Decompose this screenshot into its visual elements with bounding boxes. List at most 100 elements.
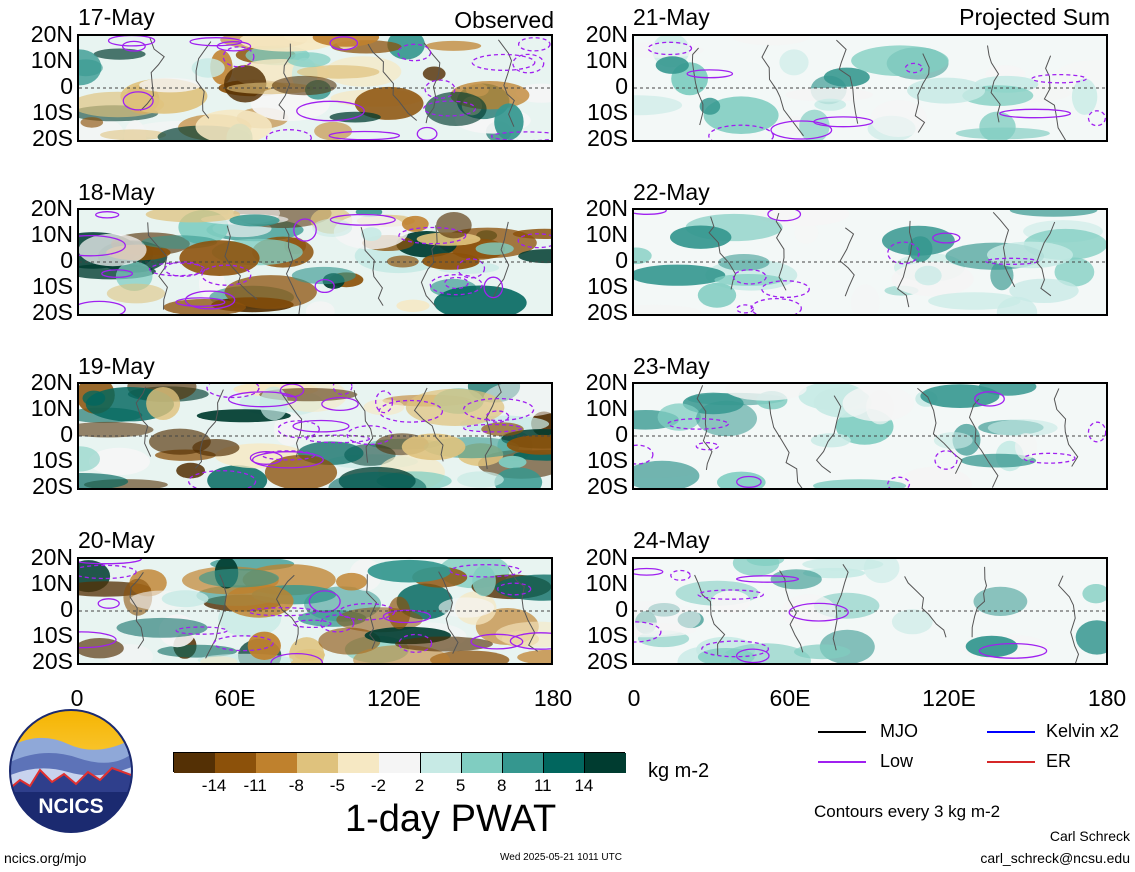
coastline bbox=[438, 571, 459, 654]
colorbar-tick-label: 14 bbox=[574, 776, 594, 795]
logo-text: NCICS bbox=[38, 795, 103, 818]
low-contour bbox=[490, 131, 551, 140]
low-contour bbox=[292, 419, 350, 433]
low-contour bbox=[201, 264, 252, 286]
lat-label-left-row4-1: 10N bbox=[30, 570, 73, 596]
pwat-anomaly-blob bbox=[336, 572, 367, 591]
coastline bbox=[224, 225, 258, 300]
coastline bbox=[815, 395, 842, 474]
pwat-anomaly-blob bbox=[200, 656, 238, 663]
pwat-anomaly-blob bbox=[494, 103, 524, 140]
coastline bbox=[413, 387, 444, 462]
lat-label-left-row3-1: 10N bbox=[30, 395, 73, 421]
low-contour bbox=[329, 36, 359, 51]
coastline bbox=[353, 390, 374, 463]
legend-label-mjo: MJO bbox=[880, 721, 918, 741]
coastline bbox=[992, 211, 1016, 288]
low-contour bbox=[305, 434, 371, 444]
pwat-anomaly-blob bbox=[422, 252, 480, 270]
lat-label-left-row2-2: 0 bbox=[60, 247, 73, 273]
pwat-anomaly-blob bbox=[779, 49, 809, 76]
pwat-anomaly-blob bbox=[746, 559, 785, 566]
pwat-anomaly-blob bbox=[785, 87, 874, 102]
pwat-anomaly-blob bbox=[814, 98, 847, 111]
coastline bbox=[839, 227, 855, 297]
lon-label-60e-left: 60E bbox=[214, 685, 256, 711]
lon-label-180-right: 180 bbox=[1087, 685, 1127, 711]
lat-label-left-row2-1: 10N bbox=[30, 221, 73, 247]
panel-date-observed-2: 18-May bbox=[78, 179, 155, 205]
pwat-anomaly-blob bbox=[328, 471, 427, 488]
pwat-anomaly-blob bbox=[79, 473, 129, 488]
pwat-anomaly-blob bbox=[634, 460, 700, 488]
pwat-anomaly-blob bbox=[79, 91, 165, 118]
low-contour bbox=[293, 218, 317, 242]
pwat-anomaly-blob bbox=[1082, 584, 1106, 604]
coastline bbox=[284, 226, 301, 314]
low-contour bbox=[378, 399, 444, 423]
low-contour bbox=[184, 290, 236, 310]
coastline bbox=[987, 45, 1001, 123]
map-field bbox=[79, 210, 551, 314]
pwat-anomaly-blob bbox=[247, 631, 281, 660]
lat-label-left-row2-3: 10S bbox=[32, 273, 73, 299]
pwat-anomaly-blob bbox=[318, 627, 381, 655]
lat-label-right-row1-2: 0 bbox=[615, 73, 628, 99]
pwat-anomaly-blob bbox=[498, 455, 527, 469]
pwat-anomaly-blob bbox=[1009, 210, 1098, 217]
coastline bbox=[360, 226, 384, 306]
pwat-anomaly-blob bbox=[897, 466, 972, 488]
low-contour bbox=[397, 43, 432, 62]
coastline bbox=[768, 401, 803, 488]
pwat-anomaly-blob bbox=[1071, 78, 1098, 115]
lat-label-right-row1-1: 10N bbox=[585, 47, 628, 73]
pwat-anomaly-blob bbox=[634, 42, 704, 58]
low-contour bbox=[735, 575, 800, 583]
map-field bbox=[79, 36, 551, 140]
coastline bbox=[1043, 55, 1067, 140]
low-contour bbox=[79, 234, 126, 257]
pwat-anomaly-blob bbox=[224, 275, 317, 309]
lat-label-left-row2-4: 20S bbox=[32, 299, 73, 325]
low-contour bbox=[695, 442, 719, 451]
low-contour bbox=[398, 633, 433, 653]
legend-line-kelvin bbox=[987, 731, 1035, 733]
panel-date-observed-1: 17-May bbox=[78, 4, 155, 30]
pwat-anomaly-blob bbox=[287, 52, 331, 68]
pwat-anomaly-blob bbox=[711, 590, 751, 614]
pwat-anomaly-blob bbox=[79, 446, 100, 472]
pwat-anomaly-blob bbox=[697, 282, 737, 308]
pwat-anomaly-blob bbox=[920, 384, 1000, 408]
pwat-anomaly-blob bbox=[973, 586, 1028, 616]
pwat-anomaly-blob bbox=[634, 264, 726, 286]
low-contour bbox=[107, 36, 156, 47]
pwat-anomaly-blob bbox=[472, 565, 496, 597]
coastline bbox=[497, 39, 515, 127]
low-contour bbox=[670, 569, 691, 581]
coastline bbox=[275, 574, 299, 646]
low-contour bbox=[471, 53, 536, 71]
pwat-anomaly-blob bbox=[517, 649, 551, 663]
low-contour bbox=[122, 91, 154, 111]
colorbar-swatch bbox=[584, 753, 627, 773]
pwat-anomaly-blob bbox=[405, 388, 505, 426]
pwat-anomaly-blob bbox=[799, 109, 830, 140]
low-contour bbox=[213, 635, 274, 652]
pwat-anomaly-blob bbox=[732, 36, 809, 46]
lat-label-right-row4-3: 10S bbox=[587, 622, 628, 648]
low-contour bbox=[761, 280, 810, 299]
lat-label-right-row3-3: 10S bbox=[587, 447, 628, 473]
lat-label-left-row1-1: 10N bbox=[30, 47, 73, 73]
pwat-anomaly-blob bbox=[79, 49, 102, 86]
coastline bbox=[492, 221, 510, 301]
pwat-anomaly-blob bbox=[634, 95, 683, 116]
low-contour bbox=[314, 278, 335, 294]
map-panel-observed-20-may bbox=[77, 557, 553, 665]
lat-label-right-row1-3: 10S bbox=[587, 99, 628, 125]
legend-line-er bbox=[987, 761, 1035, 763]
colorbar bbox=[173, 752, 627, 773]
lon-label-0-left: 0 bbox=[70, 685, 84, 711]
panel-date-projected-2: 22-May bbox=[633, 179, 710, 205]
legend-line-low bbox=[818, 761, 866, 763]
pwat-anomaly-blob bbox=[823, 67, 870, 87]
